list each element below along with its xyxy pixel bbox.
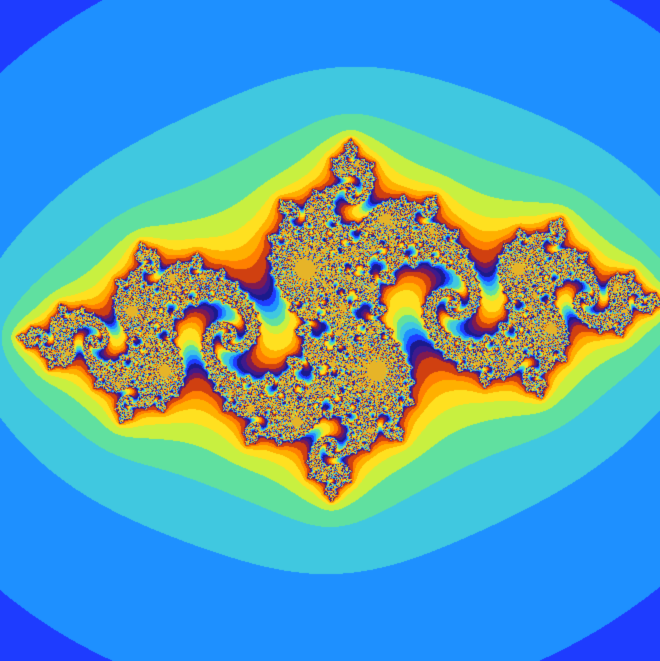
fractal-image	[0, 0, 660, 661]
